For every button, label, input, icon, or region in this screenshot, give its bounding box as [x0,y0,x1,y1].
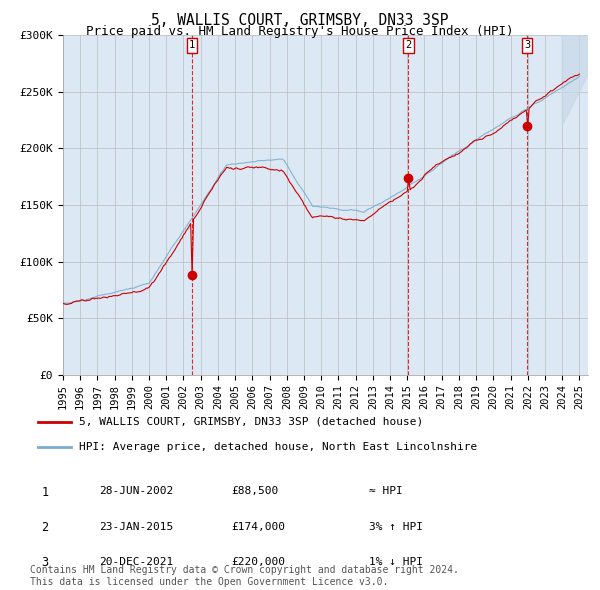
Text: 20-DEC-2021: 20-DEC-2021 [99,558,173,567]
Text: 5, WALLIS COURT, GRIMSBY, DN33 3SP (detached house): 5, WALLIS COURT, GRIMSBY, DN33 3SP (deta… [79,417,424,427]
Polygon shape [562,35,588,126]
Text: 1: 1 [41,486,49,499]
Text: 2: 2 [41,521,49,534]
Text: 3% ↑ HPI: 3% ↑ HPI [369,522,423,532]
Text: 3: 3 [524,41,530,51]
Text: 28-JUN-2002: 28-JUN-2002 [99,487,173,496]
Text: 23-JAN-2015: 23-JAN-2015 [99,522,173,532]
Text: 1: 1 [189,41,195,51]
Text: £220,000: £220,000 [231,558,285,567]
Text: £174,000: £174,000 [231,522,285,532]
Text: 1% ↓ HPI: 1% ↓ HPI [369,558,423,567]
Text: ≈ HPI: ≈ HPI [369,487,403,496]
Text: 2: 2 [405,41,412,51]
Text: Price paid vs. HM Land Registry's House Price Index (HPI): Price paid vs. HM Land Registry's House … [86,25,514,38]
Text: £88,500: £88,500 [231,487,278,496]
Text: Contains HM Land Registry data © Crown copyright and database right 2024.
This d: Contains HM Land Registry data © Crown c… [30,565,459,587]
Text: 3: 3 [41,556,49,569]
Text: HPI: Average price, detached house, North East Lincolnshire: HPI: Average price, detached house, Nort… [79,442,478,453]
Text: 5, WALLIS COURT, GRIMSBY, DN33 3SP: 5, WALLIS COURT, GRIMSBY, DN33 3SP [151,13,449,28]
